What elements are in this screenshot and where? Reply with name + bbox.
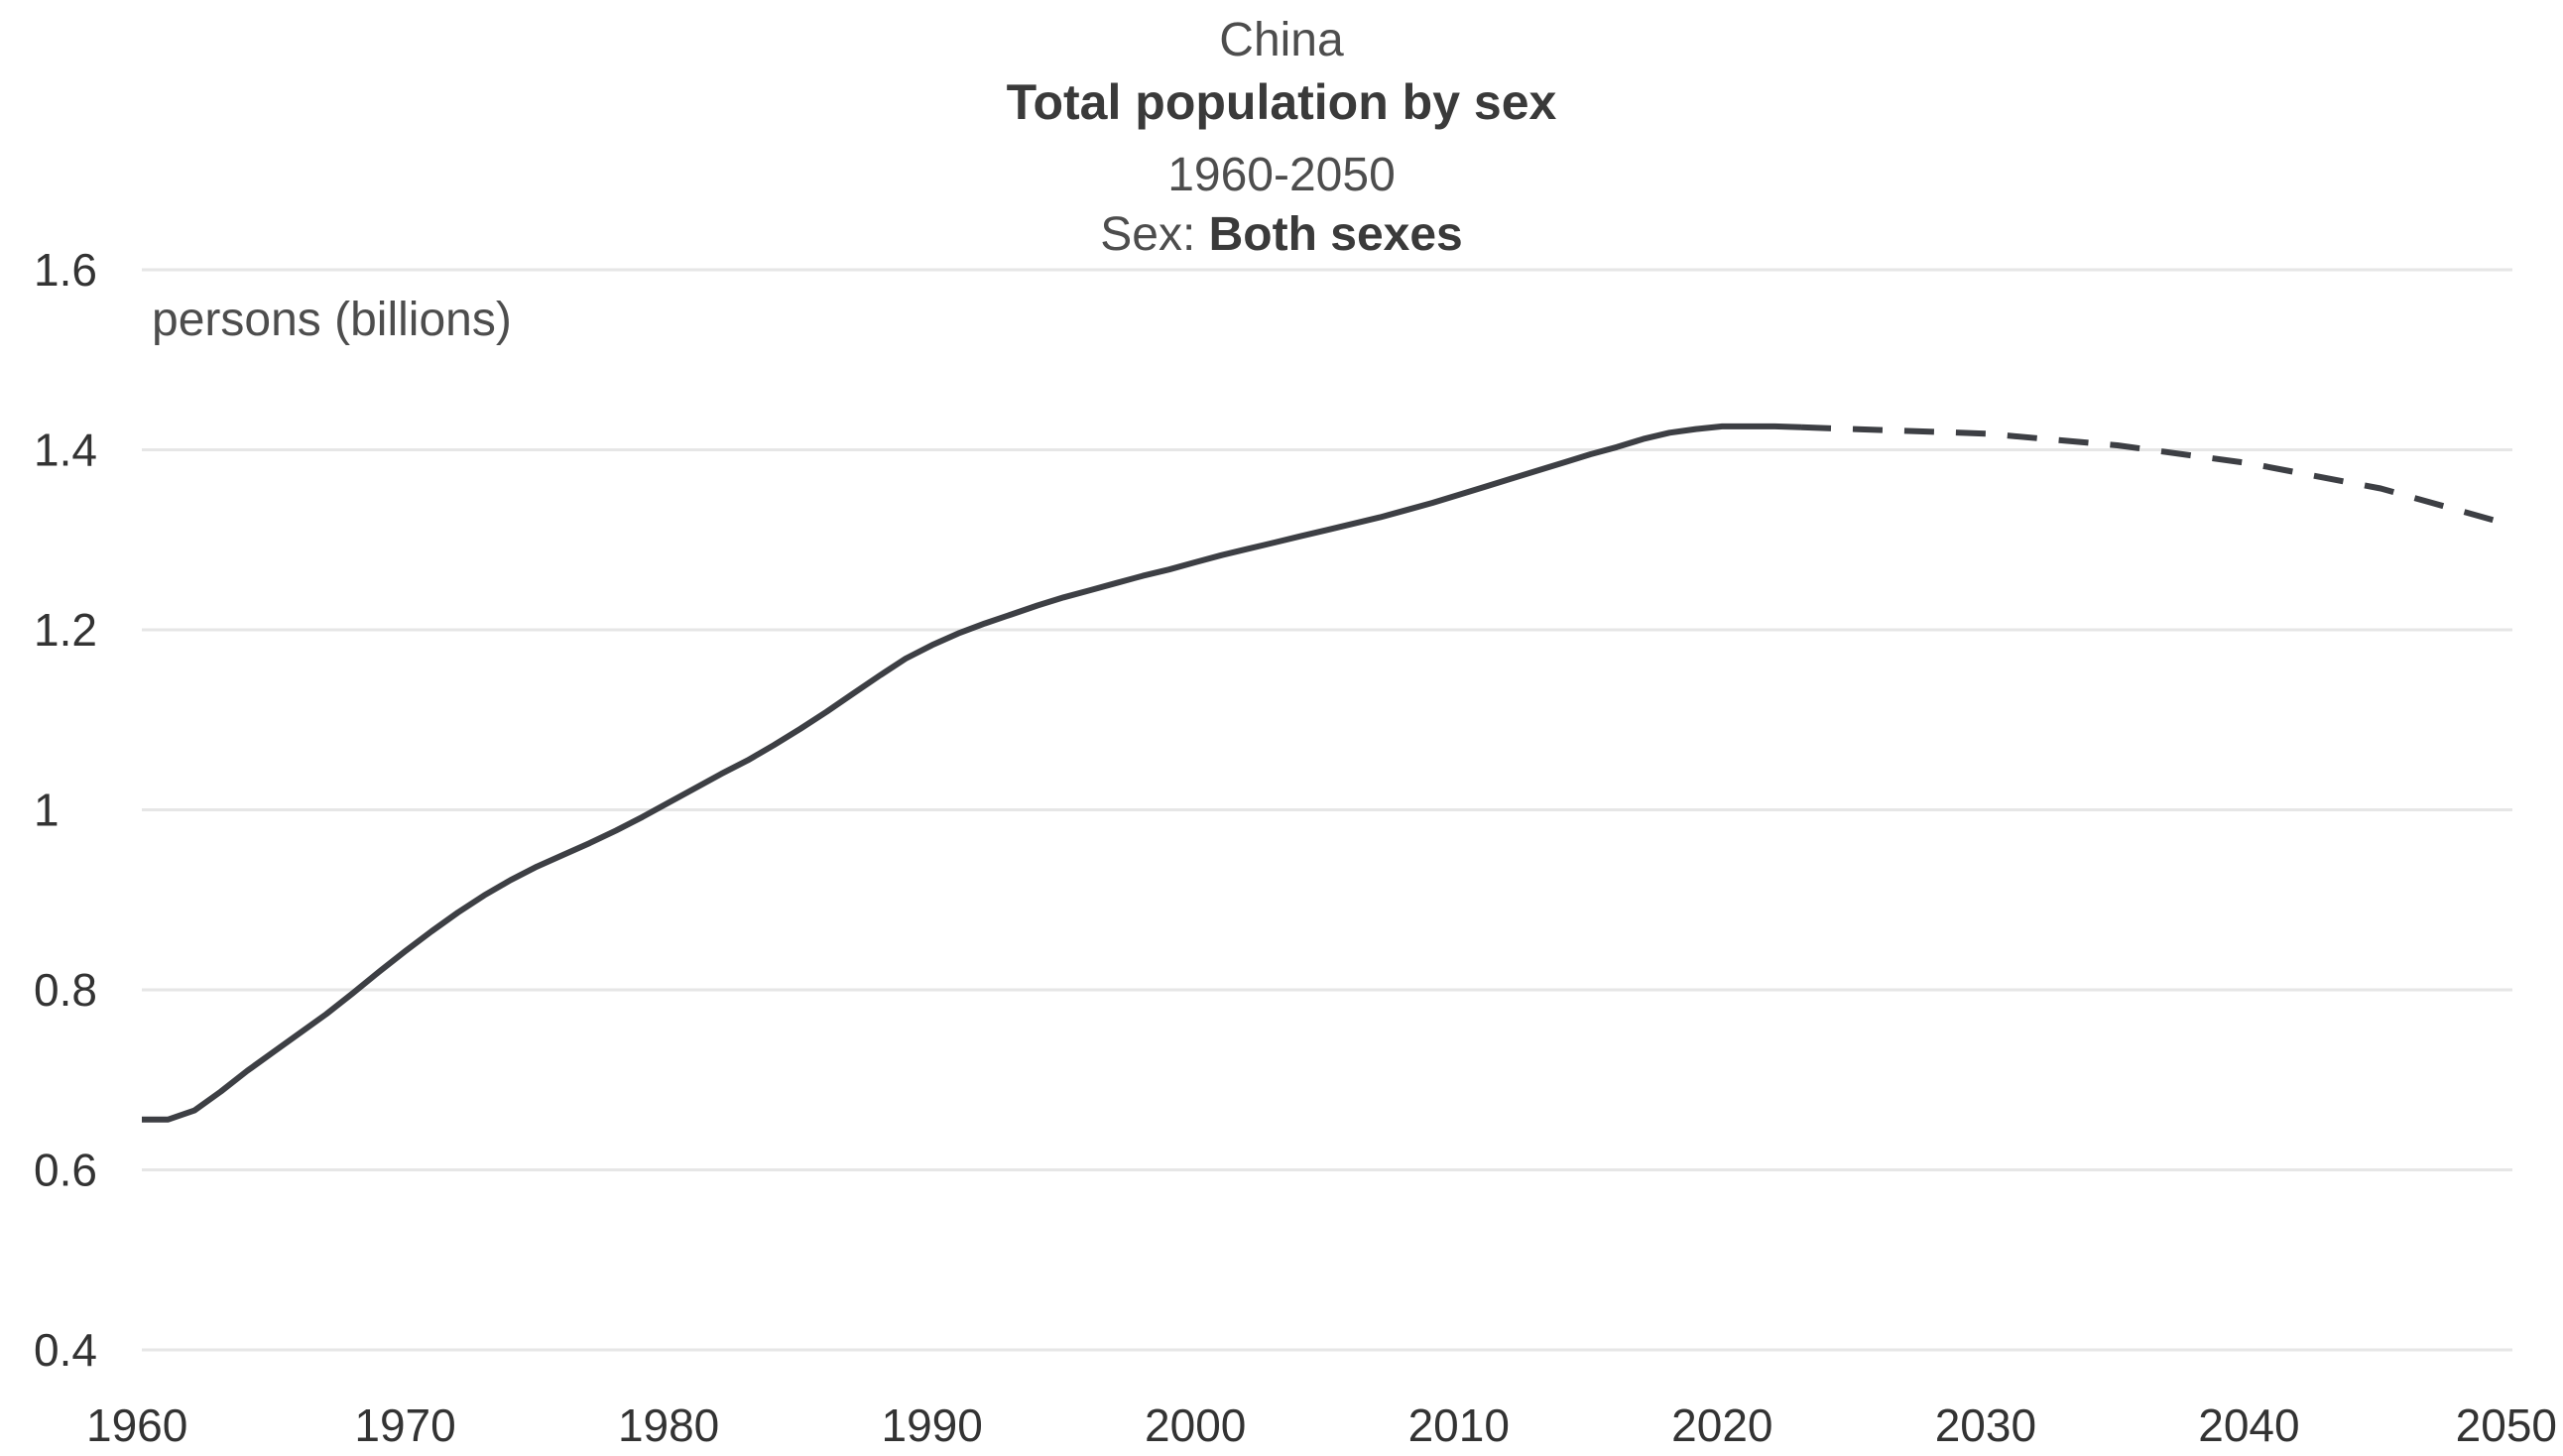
series-group <box>142 423 2513 1123</box>
y-tick-label: 0.8 <box>34 964 97 1016</box>
y-tick-label: 0.6 <box>34 1145 97 1196</box>
gridlines <box>142 268 2512 1352</box>
y-tick-label: 1.6 <box>34 244 97 296</box>
y-axis-label: persons (billions) <box>152 294 512 346</box>
chart-country: China <box>1219 14 1344 66</box>
x-tick-label: 2020 <box>1671 1399 1772 1451</box>
y-tick-label: 1.2 <box>34 604 97 656</box>
x-tick-label: 1970 <box>354 1399 455 1451</box>
y-axis-label-background <box>144 291 596 352</box>
chart-title: Total population by sex <box>1006 74 1557 130</box>
x-tick-label: 1960 <box>86 1399 187 1451</box>
y-tick-label: 0.4 <box>34 1324 97 1376</box>
filter-value: Both sexes <box>1208 208 1463 261</box>
chart-filter: Sex: Both sexes <box>0 211 2563 259</box>
y-tick-label: 1 <box>34 785 60 836</box>
x-tick-label: 2040 <box>2198 1399 2299 1451</box>
y-axis-ticks: 0.4 0.6 0.8 1 1.2 1.4 1.6 <box>34 244 97 1376</box>
x-tick-label: 1990 <box>881 1399 982 1451</box>
x-tick-label: 2030 <box>1935 1399 2036 1451</box>
y-tick-label: 1.4 <box>34 425 97 476</box>
x-tick-label: 2050 <box>2456 1399 2557 1451</box>
series-line-estimate <box>142 423 1802 1123</box>
x-tick-label: 1980 <box>618 1399 719 1451</box>
x-axis-ticks: 1960 1970 1980 1990 2000 2010 2020 2030 2040 2050 <box>86 1399 2557 1451</box>
filter-label: Sex: <box>1100 208 1209 261</box>
x-tick-label: 2000 <box>1145 1399 1246 1451</box>
series-line-projection <box>1800 424 2513 529</box>
chart-subtitle: 1960-2050 <box>1167 149 1396 201</box>
x-tick-label: 2010 <box>1408 1399 1510 1451</box>
